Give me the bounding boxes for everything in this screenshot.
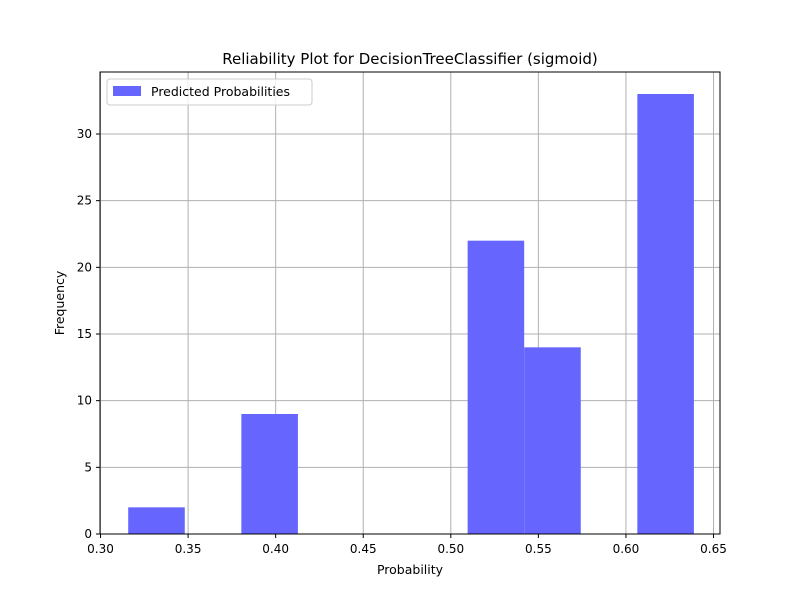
x-tick-label: 0.60 [613, 542, 640, 556]
y-tick-label: 25 [77, 194, 92, 208]
x-tick-label: 0.35 [175, 542, 202, 556]
legend: Predicted Probabilities [106, 78, 313, 106]
x-tick-label: 0.50 [437, 542, 464, 556]
legend-box [106, 78, 313, 106]
y-tick-label: 15 [77, 327, 92, 341]
axis-ticks: 0.30 0.35 0.40 0.45 0.50 0.55 0.60 0.65 0 5 10 15 20… [77, 127, 727, 556]
y-tick-label: 30 [77, 127, 92, 141]
histogram-bar [128, 507, 185, 534]
x-axis-label: Probability [377, 562, 444, 577]
histogram-bar [467, 240, 525, 534]
x-tick-label: 0.30 [87, 542, 114, 556]
legend-label: Predicted Probabilities [151, 84, 290, 99]
y-tick-label: 5 [84, 460, 92, 474]
x-tick-label: 0.40 [262, 542, 289, 556]
histogram-bar [637, 94, 694, 534]
y-tick-label: 10 [77, 394, 92, 408]
y-axis-label: Frequency [52, 270, 67, 335]
histogram-bars [128, 94, 694, 534]
histogram-bar [241, 414, 298, 534]
y-tick-label: 20 [77, 260, 92, 274]
chart-title: Reliability Plot for DecisionTreeClassif… [222, 50, 598, 68]
x-tick-label: 0.45 [350, 542, 377, 556]
plot-frame [99, 71, 721, 535]
legend-swatch [113, 86, 141, 96]
x-tick-label: 0.65 [700, 542, 727, 556]
x-tick-label: 0.55 [525, 542, 552, 556]
histogram-bar [524, 347, 581, 534]
y-tick-label: 0 [84, 527, 92, 541]
